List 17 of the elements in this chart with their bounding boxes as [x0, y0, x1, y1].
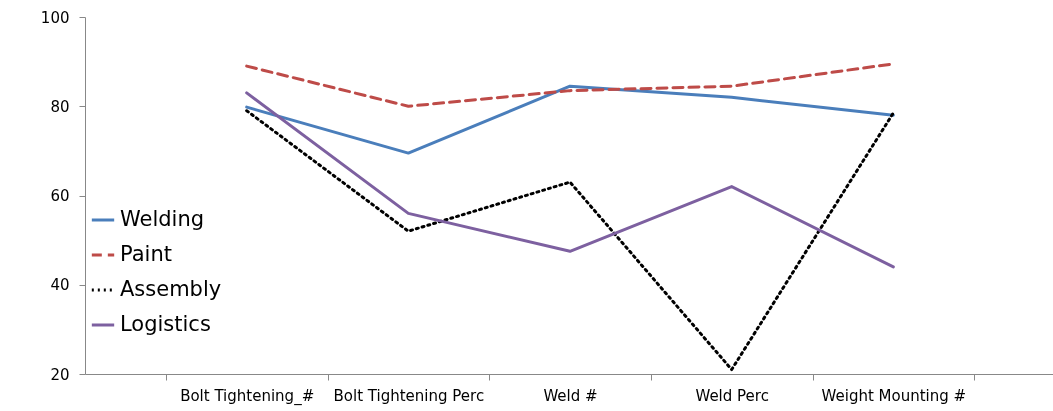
line-series	[245, 91, 895, 269]
y-tick-label: 100	[40, 8, 70, 27]
y-tick-label: 80	[50, 97, 70, 116]
x-tick-label: Weld Perc	[695, 386, 769, 405]
x-tick-label: Bolt Tightening Perc	[333, 386, 485, 405]
line-series	[245, 109, 895, 372]
legend-label: Logistics	[120, 312, 211, 336]
x-tick-label: Weight Mounting #	[821, 386, 967, 405]
legend-label: Welding	[120, 207, 205, 231]
x-tick-label: Bolt Tightening_#	[180, 386, 315, 406]
x-tick-label: Weld #	[543, 386, 598, 405]
legend-label: Paint	[120, 242, 172, 266]
y-tick-label: 40	[50, 276, 70, 295]
y-tick-label: 20	[50, 365, 70, 384]
line-series	[245, 84, 895, 155]
y-tick-label: 60	[50, 187, 70, 205]
legend-label: Assembly	[120, 277, 222, 301]
